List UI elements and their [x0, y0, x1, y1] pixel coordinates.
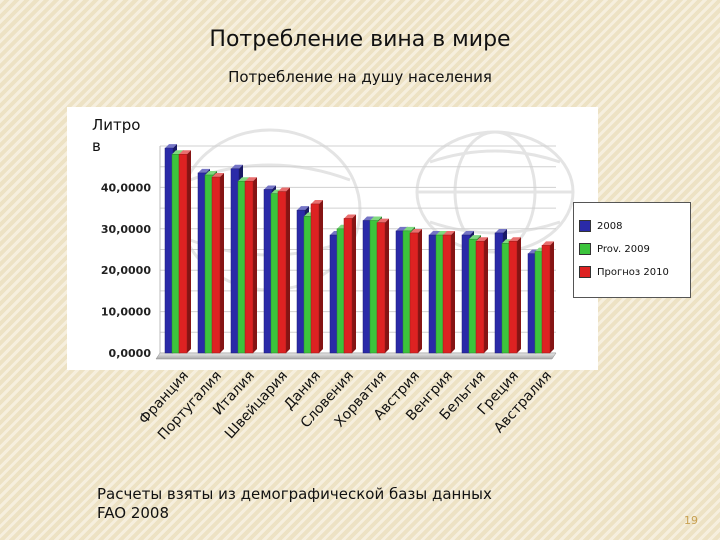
- y-tick-label: 20,0000: [101, 264, 151, 277]
- bars: [164, 144, 554, 354]
- slide-title: Потребление вина в мире: [209, 27, 511, 52]
- bar-side: [220, 173, 224, 353]
- bar-side: [484, 237, 488, 353]
- bar: [277, 187, 290, 354]
- y-tick-label: 30,0000: [101, 223, 151, 236]
- legend-item-2010: Прогноз 2010: [579, 265, 669, 279]
- footnote-line1: Расчеты взяты из демографической базы да…: [97, 485, 492, 503]
- bar: [178, 150, 191, 354]
- bar: [211, 173, 224, 354]
- bar-side: [253, 177, 257, 353]
- bar-side: [550, 241, 554, 353]
- bar: [475, 237, 488, 354]
- bar: [310, 199, 323, 354]
- legend: 2008 Prov. 2009 Прогноз 2010: [573, 202, 691, 298]
- bar-side: [418, 228, 422, 353]
- bar-front: [409, 232, 419, 354]
- bar-front: [277, 191, 287, 354]
- legend-label-2009: Prov. 2009: [597, 243, 650, 255]
- bar: [244, 177, 257, 354]
- footnote-line2: FAO 2008: [97, 504, 169, 522]
- footnote: Расчеты взяты из демографической базы да…: [97, 485, 617, 523]
- legend-label-2010: Прогноз 2010: [597, 266, 669, 278]
- bar-front: [244, 180, 254, 354]
- bar: [442, 231, 455, 354]
- legend-swatch-2008: [579, 220, 591, 232]
- page-number: 19: [684, 514, 698, 527]
- legend-item-2009: Prov. 2009: [579, 242, 650, 256]
- bar: [541, 241, 554, 354]
- bar-front: [475, 240, 485, 354]
- bar: [409, 228, 422, 354]
- y-axis-ticks: 0,0000 10,0000 20,0000 30,0000 40,0000: [101, 181, 151, 360]
- y-tick-label: 40,0000: [101, 181, 151, 194]
- bar-side: [517, 237, 521, 353]
- bar-side: [451, 231, 455, 353]
- bar: [376, 218, 389, 354]
- bar-side: [286, 187, 290, 353]
- x-axis-labels: ФранцияПортугалияИталияШвейцарияДанияСло…: [136, 368, 555, 443]
- bar-front: [211, 176, 221, 354]
- bar-side: [385, 218, 389, 353]
- slide-subtitle: Потребление на душу населения: [228, 68, 492, 86]
- y-tick-label: 0,0000: [109, 347, 152, 360]
- bar-side: [319, 199, 323, 353]
- legend-label-2008: 2008: [597, 220, 623, 232]
- chart-floor: [155, 352, 557, 360]
- bar: [508, 237, 521, 354]
- bar-side: [187, 150, 191, 353]
- legend-swatch-2009: [579, 243, 591, 255]
- floor-plane: [155, 352, 557, 360]
- bar-side: [352, 214, 356, 353]
- y-tick-label: 10,0000: [101, 306, 151, 319]
- bar-front: [508, 240, 518, 354]
- bar-front: [343, 218, 353, 354]
- legend-item-2008: 2008: [579, 219, 622, 233]
- legend-swatch-2010: [579, 266, 591, 278]
- y-axis-label-line1: Литро: [92, 116, 140, 134]
- bar-front: [310, 203, 320, 354]
- bar-front: [541, 245, 551, 354]
- bar: [343, 214, 356, 354]
- bar-front: [442, 234, 452, 354]
- bar-front: [376, 222, 386, 354]
- bar-front: [178, 154, 188, 354]
- y-axis-label-line2: в: [92, 137, 101, 155]
